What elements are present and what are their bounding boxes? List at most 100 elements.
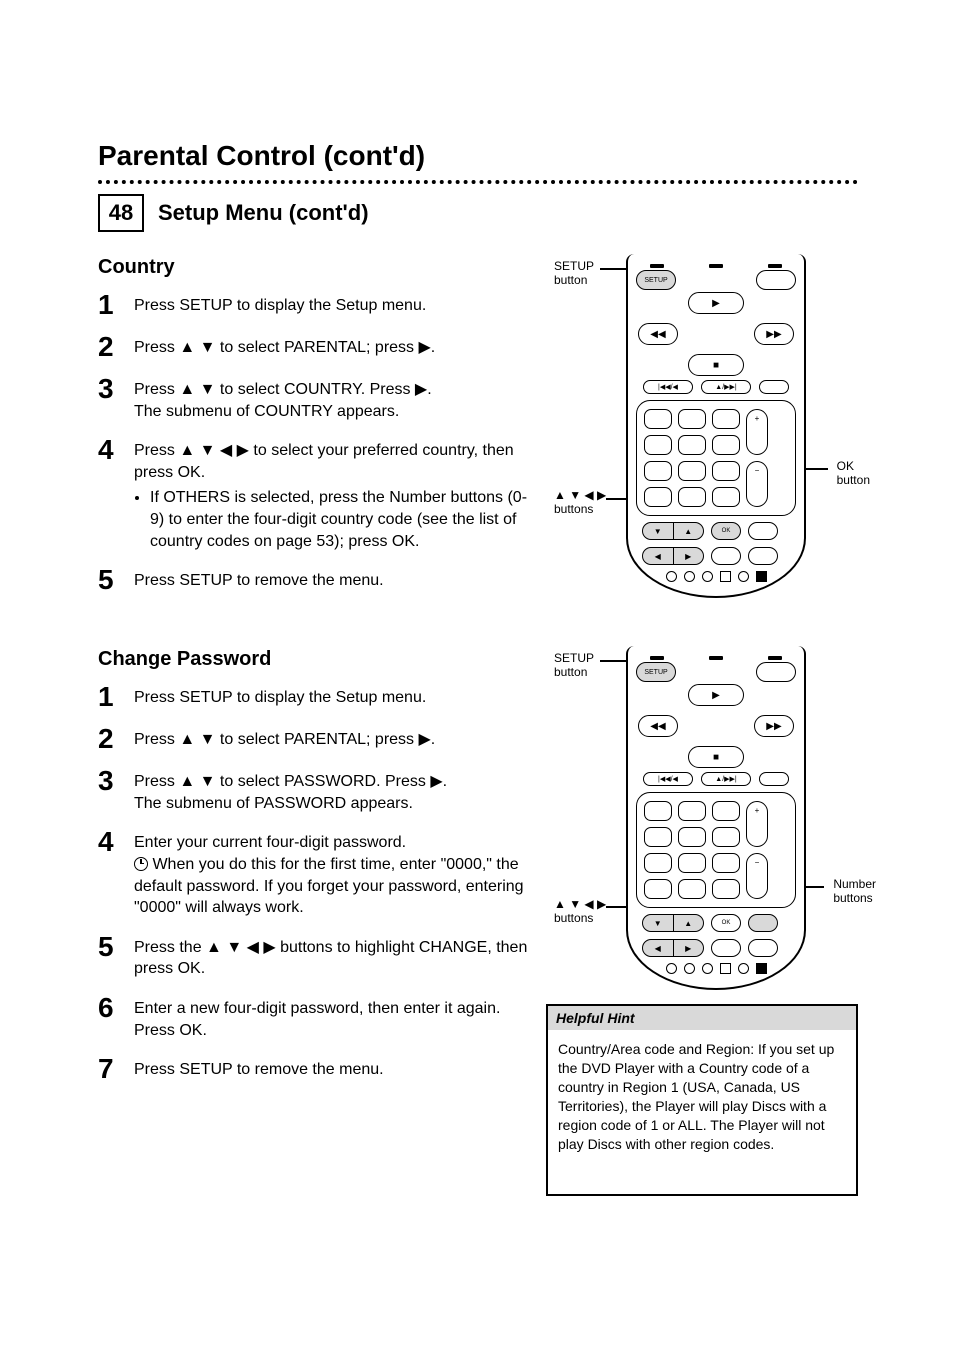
step-number: 1 — [98, 683, 124, 711]
volume-up-button[interactable]: + — [746, 409, 768, 455]
clock-icon — [134, 857, 148, 871]
skip-back-button[interactable]: |◀◀/◀ — [643, 772, 693, 786]
number-button[interactable] — [644, 801, 672, 821]
number-button[interactable] — [644, 853, 672, 873]
number-button[interactable] — [644, 409, 672, 429]
step-text: Press ▲ ▼ to select PARENTAL; press ▶. — [134, 725, 528, 753]
remote-button[interactable] — [711, 547, 741, 565]
number-button[interactable] — [712, 409, 740, 429]
remote-body: SETUP ▶ ◀◀ ▶▶ ■ |◀◀/◀ ▲/▶▶| — [626, 254, 806, 598]
number-button[interactable] — [644, 487, 672, 507]
number-button[interactable] — [678, 461, 706, 481]
stop-button[interactable]: ■ — [688, 746, 744, 768]
number-button[interactable] — [644, 827, 672, 847]
tip-body: Country/Area code and Region: If you set… — [548, 1030, 856, 1193]
step-text: Press SETUP to display the Setup menu. — [134, 683, 528, 711]
number-button[interactable] — [678, 827, 706, 847]
remote-illustration-2: SETUP button Number buttons ▲ ▼ ◀ ▶ butt… — [558, 646, 858, 990]
rewind-button[interactable]: ◀◀ — [638, 323, 678, 345]
step-1-4: 4 Press ▲ ▼ ◀ ▶ to select your preferred… — [98, 436, 528, 552]
step-number: 4 — [98, 436, 124, 552]
step-number: 5 — [98, 566, 124, 594]
callout-setup-label: SETUP button — [554, 260, 594, 288]
step-text: Enter a new four-digit password, then en… — [134, 994, 528, 1041]
left-right-button[interactable]: ◀▶ — [642, 939, 704, 957]
number-button[interactable] — [712, 827, 740, 847]
step-number: 6 — [98, 994, 124, 1041]
number-button[interactable] — [712, 435, 740, 455]
skip-fwd-button[interactable]: ▲/▶▶| — [701, 380, 751, 394]
step-number: 2 — [98, 333, 124, 361]
skip-fwd-button[interactable]: ▲/▶▶| — [701, 772, 751, 786]
number-button[interactable] — [678, 853, 706, 873]
step-number: 5 — [98, 933, 124, 980]
remote-button[interactable] — [756, 270, 796, 290]
number-button[interactable] — [644, 879, 672, 899]
divider-dotted — [98, 180, 858, 184]
ok-button[interactable]: OK — [711, 914, 741, 932]
play-button[interactable]: ▶ — [688, 292, 744, 314]
rewind-button[interactable]: ◀◀ — [638, 715, 678, 737]
number-button[interactable] — [712, 487, 740, 507]
up-down-button[interactable]: ▼▲ — [642, 914, 704, 932]
remote-button[interactable] — [748, 522, 778, 540]
step-1-3: 3 Press ▲ ▼ to select COUNTRY. Press ▶. … — [98, 375, 528, 422]
setup-button[interactable]: SETUP — [636, 270, 676, 290]
number-pad[interactable] — [644, 409, 740, 507]
number-button[interactable] — [712, 853, 740, 873]
page-number-row: 48 Setup Menu (cont'd) — [98, 194, 858, 232]
number-button[interactable] — [644, 461, 672, 481]
volume-up-button[interactable]: + — [746, 801, 768, 847]
step-number: 4 — [98, 828, 124, 918]
number-pad[interactable] — [644, 801, 740, 899]
remote-button[interactable] — [748, 914, 778, 932]
step-number: 3 — [98, 767, 124, 814]
number-button[interactable] — [678, 879, 706, 899]
ffwd-button[interactable]: ▶▶ — [754, 323, 794, 345]
number-button[interactable] — [678, 409, 706, 429]
number-button[interactable] — [712, 461, 740, 481]
ffwd-button[interactable]: ▶▶ — [754, 715, 794, 737]
remote-button[interactable] — [748, 939, 778, 957]
page-number-box: 48 — [98, 194, 144, 232]
setup-button[interactable]: SETUP — [636, 662, 676, 682]
step-number: 7 — [98, 1055, 124, 1083]
number-button[interactable] — [678, 801, 706, 821]
stop-button[interactable]: ■ — [688, 354, 744, 376]
play-button[interactable]: ▶ — [688, 684, 744, 706]
up-down-button[interactable]: ▼▲ — [642, 522, 704, 540]
number-button[interactable] — [678, 487, 706, 507]
step-text: Press SETUP to remove the menu. — [134, 566, 528, 594]
step-text: Press SETUP to display the Setup menu. — [134, 291, 528, 319]
section-title-password: Change Password — [98, 646, 528, 673]
number-button[interactable] — [712, 801, 740, 821]
number-button[interactable] — [712, 879, 740, 899]
step-number: 1 — [98, 291, 124, 319]
page-title: Parental Control (cont'd) — [98, 140, 858, 172]
step-2-2: 2 Press ▲ ▼ to select PARENTAL; press ▶. — [98, 725, 528, 753]
remote-body: SETUP ▶ ◀◀ ▶▶ ■ |◀◀/◀ ▲/▶▶| — [626, 646, 806, 990]
remote-button[interactable] — [711, 939, 741, 957]
remote-button[interactable] — [748, 547, 778, 565]
volume-down-button[interactable]: − — [746, 853, 768, 899]
step-2-6: 6 Enter a new four-digit password, then … — [98, 994, 528, 1041]
number-button[interactable] — [644, 435, 672, 455]
skip-back-button[interactable]: |◀◀/◀ — [643, 380, 693, 394]
helpful-hint-box: Helpful Hint Country/Area code and Regio… — [546, 1004, 858, 1195]
ok-button[interactable]: OK — [711, 522, 741, 540]
remote-bottom-icons — [636, 963, 796, 974]
callout-arrows-label: ▲ ▼ ◀ ▶ buttons — [554, 489, 606, 517]
callout-arrows-label: ▲ ▼ ◀ ▶ buttons — [554, 898, 606, 926]
step-text: Enter your current four-digit password. … — [134, 828, 528, 918]
step-1-5: 5 Press SETUP to remove the menu. — [98, 566, 528, 594]
step-text: Press SETUP to remove the menu. — [134, 1055, 528, 1083]
number-button[interactable] — [678, 435, 706, 455]
left-right-button[interactable]: ◀▶ — [642, 547, 704, 565]
step-number: 2 — [98, 725, 124, 753]
remote-button[interactable] — [759, 380, 789, 394]
remote-button[interactable] — [759, 772, 789, 786]
remote-bottom-icons — [636, 571, 796, 582]
remote-button[interactable] — [756, 662, 796, 682]
volume-down-button[interactable]: − — [746, 461, 768, 507]
step-text: Press the ▲ ▼ ◀ ▶ buttons to highlight C… — [134, 933, 528, 980]
